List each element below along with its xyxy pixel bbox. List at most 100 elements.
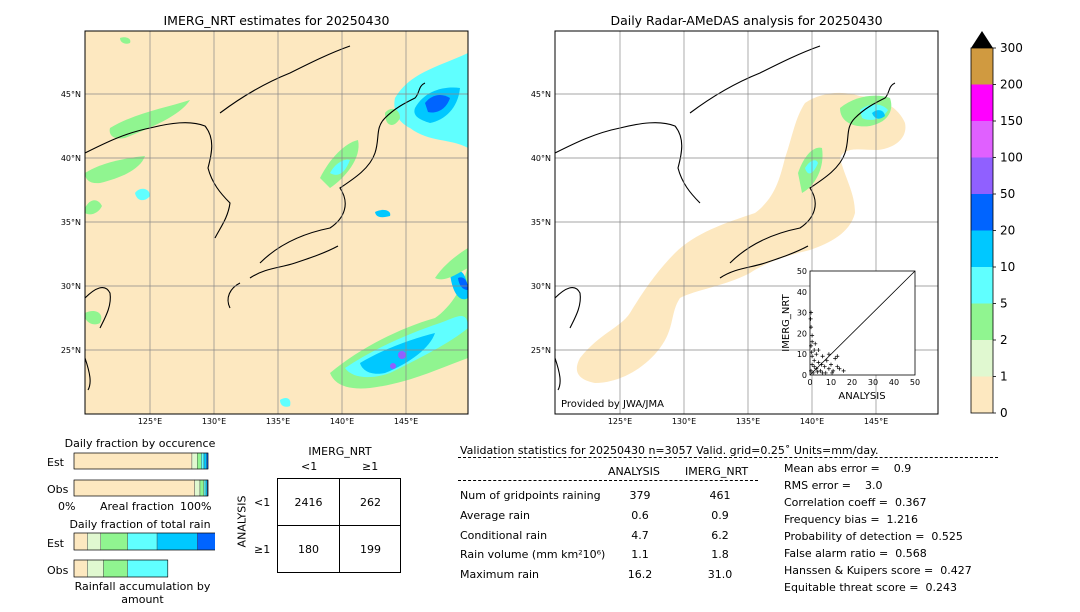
stacked-bar-segment bbox=[100, 532, 128, 551]
scatter-point bbox=[829, 362, 833, 367]
contingency-cell: 2416 bbox=[294, 496, 323, 509]
lat-tick: 30°N bbox=[531, 282, 551, 291]
colorbar-cell bbox=[971, 121, 993, 158]
validation-row-imerg: 461 bbox=[709, 489, 731, 502]
validation-header-rule bbox=[458, 457, 998, 458]
map-right-title: Daily Radar-AMeDAS analysis for 20250430 bbox=[610, 13, 883, 28]
scatter-point bbox=[835, 354, 840, 359]
contingency-cell: 180 bbox=[298, 543, 319, 556]
scatter-point bbox=[830, 370, 835, 375]
colorbar-label: 5 bbox=[1000, 297, 1008, 311]
score-line: Hanssen & Kuipers score = 0.427 bbox=[784, 564, 972, 577]
scatter-point bbox=[810, 333, 815, 338]
scatter-x-tick: 30 bbox=[868, 378, 878, 387]
colorbar-label: 200 bbox=[1000, 78, 1023, 92]
validation-row-imerg: 1.8 bbox=[711, 548, 729, 561]
colorbar-label: 50 bbox=[1000, 187, 1015, 201]
scatter-point bbox=[812, 364, 817, 369]
total-rain-row-label: Est bbox=[47, 537, 64, 550]
scatter-point bbox=[826, 366, 831, 371]
colorbar-cell bbox=[971, 267, 993, 304]
occurrence-title: Daily fraction by occurence bbox=[64, 437, 216, 450]
scatter-point bbox=[809, 350, 814, 355]
scatter-point bbox=[831, 368, 836, 373]
colorbar-cell bbox=[971, 157, 993, 194]
stacked-bar-segment bbox=[73, 479, 195, 497]
total-rain-bars bbox=[73, 532, 215, 578]
contingency-cell: 262 bbox=[360, 496, 381, 509]
colorbar: 0 1 2 5 10 20 50 100 150 200 300 bbox=[970, 31, 1023, 420]
stacked-bar-segment bbox=[194, 479, 201, 497]
scatter-point bbox=[809, 310, 814, 315]
scatter-point bbox=[814, 352, 819, 357]
scatter-point bbox=[833, 356, 838, 361]
stacked-bar-outline bbox=[73, 532, 215, 551]
stacked-bar-segment bbox=[203, 452, 207, 470]
colorbar-cell bbox=[971, 376, 993, 413]
occurrence-row-label: Est bbox=[47, 456, 64, 469]
stacked-bar-segment bbox=[103, 559, 128, 578]
validation-row-analysis: 379 bbox=[629, 489, 651, 502]
scatter-ylabel: IMERG_NRT bbox=[781, 293, 792, 351]
colorbar-label: 300 bbox=[1000, 41, 1023, 55]
colorbar-label: 100 bbox=[1000, 151, 1023, 165]
lat-tick: 40°N bbox=[531, 154, 551, 163]
stacked-bar-segment bbox=[197, 452, 202, 470]
scatter-point bbox=[816, 360, 821, 365]
stacked-bar-segment bbox=[87, 532, 101, 551]
scatter-point bbox=[818, 368, 823, 373]
lat-tick: 25°N bbox=[531, 346, 551, 355]
contingency-row-label: ≥1 bbox=[254, 543, 271, 556]
lat-tick: 45°N bbox=[61, 90, 81, 99]
scatter-y-tick: 40 bbox=[797, 288, 807, 297]
lat-tick: 35°N bbox=[531, 218, 551, 227]
stacked-bar-segment bbox=[73, 532, 88, 551]
validation-row-label: Average rain bbox=[460, 509, 530, 522]
scatter-x-tick: 0 bbox=[807, 378, 812, 387]
scatter-x-tick: 20 bbox=[847, 378, 857, 387]
occurrence-row-label: Obs bbox=[47, 483, 69, 496]
stacked-bar-segment bbox=[199, 479, 205, 497]
score-line: Frequency bias = 1.216 bbox=[784, 513, 919, 526]
scatter-point bbox=[808, 316, 813, 321]
occurrence-axis-left: 0% bbox=[58, 500, 76, 513]
coastline-left bbox=[84, 45, 426, 391]
lon-tick: 140°E bbox=[800, 417, 824, 426]
contingency-cell: 199 bbox=[360, 543, 381, 556]
validation-header: Validation statistics for 20250430 n=305… bbox=[460, 444, 879, 457]
validation-col-imerg: IMERG_NRT bbox=[685, 465, 749, 478]
stacked-bar-segment bbox=[203, 479, 207, 497]
validation-row-label: Num of gridpoints raining bbox=[460, 489, 601, 502]
total-rain-footer: Rainfall accumulation by amount bbox=[74, 580, 211, 606]
stacked-bar-segment bbox=[73, 559, 88, 578]
lon-tick: 130°E bbox=[202, 417, 226, 426]
radar-coverage bbox=[576, 92, 906, 383]
lat-tick: 35°N bbox=[61, 218, 81, 227]
scatter-x-tick: 50 bbox=[910, 378, 920, 387]
one-to-one-line bbox=[809, 270, 916, 376]
colorbar-extend-triangle bbox=[971, 31, 993, 48]
scatter-point bbox=[810, 354, 815, 359]
scatter-y-tick: 20 bbox=[797, 329, 807, 338]
validation-row-imerg: 31.0 bbox=[707, 568, 733, 581]
scatter-x-tick: 10 bbox=[826, 378, 836, 387]
stacked-bar-segment bbox=[73, 452, 193, 470]
validation-row-analysis: 0.6 bbox=[631, 509, 649, 522]
stacked-bar-outline bbox=[73, 452, 209, 470]
scatter-point bbox=[841, 368, 846, 373]
colorbar-label: 10 bbox=[1000, 260, 1015, 274]
occurrence-bars bbox=[73, 452, 209, 497]
contingency-col-label: <1 bbox=[301, 460, 318, 473]
scatter-point bbox=[809, 368, 814, 373]
contingency-table: 2416 262 180 199 bbox=[277, 478, 401, 573]
stacked-bar-segment bbox=[201, 452, 205, 470]
stacked-bar-outline bbox=[73, 559, 169, 578]
scatter-point bbox=[819, 362, 824, 367]
precip-cells-left bbox=[85, 37, 468, 407]
scatter-point bbox=[823, 370, 828, 375]
validation-row-label: Rain volume (mm km²10⁶) bbox=[460, 548, 606, 561]
validation-col-analysis: ANALYSIS bbox=[608, 465, 660, 478]
colorbar-cell bbox=[971, 230, 993, 267]
lon-tick: 125°E bbox=[608, 417, 632, 426]
lon-tick: 145°E bbox=[394, 417, 418, 426]
